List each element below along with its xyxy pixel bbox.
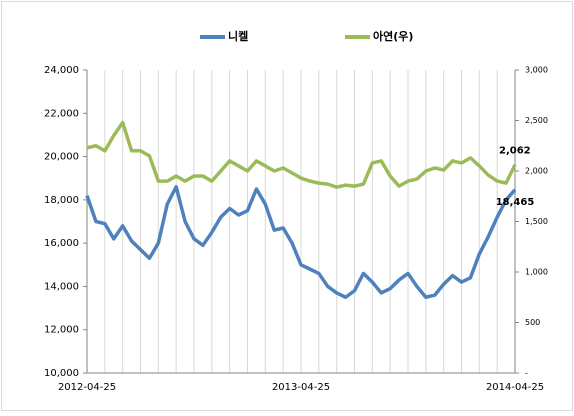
- legend-label: 아연(우): [373, 29, 413, 43]
- y2-tick-label: 1,000: [525, 268, 548, 277]
- x-tick-label: 2013-04-25: [272, 382, 330, 393]
- y2-tick-label: -: [525, 369, 528, 378]
- x-tick-label: 2014-04-25: [486, 382, 544, 393]
- y-tick-label: 12,000: [44, 325, 79, 336]
- y2-tick-label: 2,500: [525, 116, 548, 125]
- data-label: 2,062: [499, 146, 531, 157]
- legend-label: 니켈: [228, 29, 248, 43]
- y-tick-label: 18,000: [44, 195, 79, 206]
- y-tick-label: 24,000: [44, 65, 79, 76]
- y2-tick-label: 2,000: [525, 167, 548, 176]
- series-line: [86, 120, 517, 189]
- y-tick-label: 14,000: [44, 281, 79, 292]
- data-label: 18,465: [496, 197, 535, 208]
- y2-tick-label: 500: [525, 318, 540, 327]
- y-tick-label: 16,000: [44, 238, 79, 249]
- x-tick-label: 2012-04-25: [58, 382, 116, 393]
- y-tick-label: 20,000: [44, 152, 79, 163]
- y2-tick-label: 1,500: [525, 217, 548, 226]
- series-line: [85, 185, 517, 299]
- y-tick-label: 10,000: [44, 368, 79, 379]
- y2-tick-label: 3,000: [525, 66, 548, 75]
- y-tick-label: 22,000: [44, 108, 79, 119]
